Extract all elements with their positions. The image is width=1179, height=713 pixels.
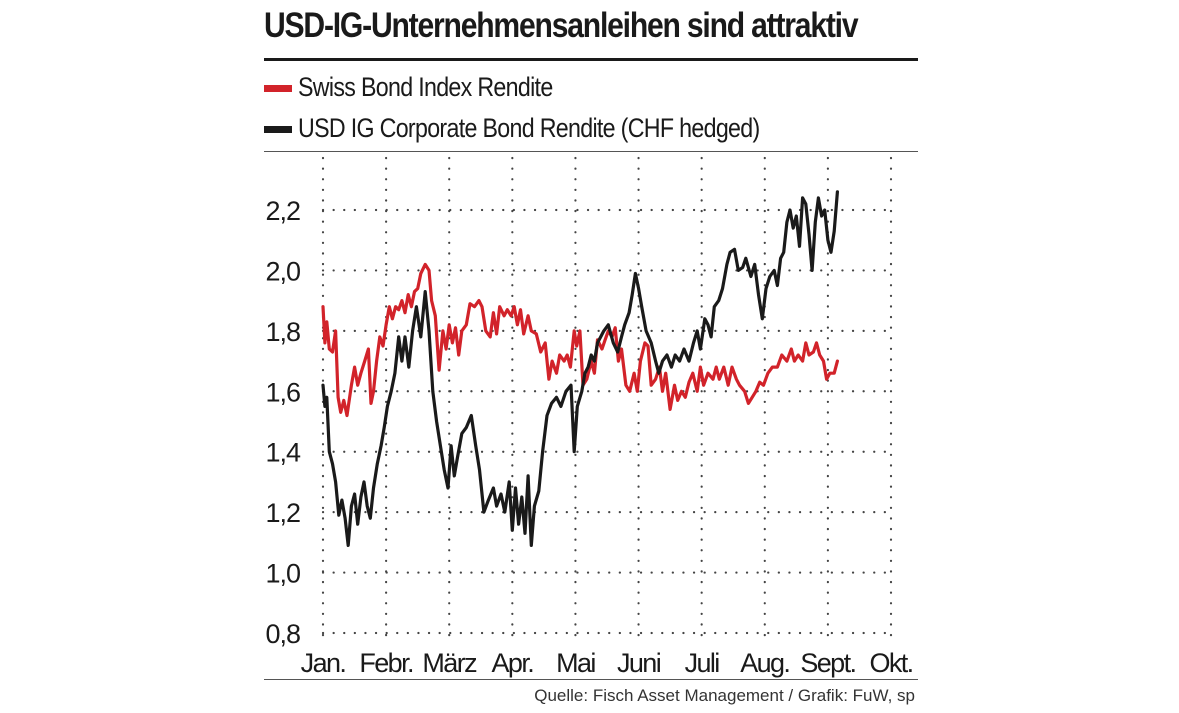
y-tick-label: 1,4 — [265, 438, 301, 468]
y-tick-label: 1,8 — [265, 317, 300, 347]
series-line-usd — [321, 190, 839, 547]
x-tick-label: Apr. — [492, 648, 534, 678]
legend-label-swiss: Swiss Bond Index Rendite — [298, 72, 553, 102]
x-tick-label: Sept. — [800, 648, 855, 678]
source-note: Quelle: Fisch Asset Management / Grafik:… — [534, 686, 915, 705]
y-tick-label: 0,8 — [265, 619, 300, 649]
x-tick-label: Mai — [556, 648, 595, 678]
legend-swatch-usd — [264, 126, 292, 133]
x-tick-label: Okt. — [869, 648, 912, 678]
x-tick-label: Juni — [617, 648, 661, 678]
title-rule — [264, 58, 918, 61]
series-line-swiss — [321, 262, 839, 418]
y-tick-label: 2,0 — [265, 256, 300, 286]
y-tick-label: 2,2 — [265, 196, 300, 226]
x-tick-label: März — [422, 648, 477, 678]
y-tick-label: 1,0 — [265, 559, 300, 589]
y-tick-label: 1,6 — [265, 377, 300, 407]
x-tick-label: Aug. — [740, 648, 789, 678]
legend-label-usd: USD IG Corporate Bond Rendite (CHF hedge… — [298, 113, 760, 143]
footer-rule — [264, 679, 918, 680]
x-tick-label: Juli — [685, 648, 720, 678]
legend-rule — [264, 151, 918, 152]
y-tick-label: 1,2 — [265, 498, 300, 528]
legend-swatch-swiss — [264, 85, 292, 92]
x-tick-label: Jan. — [301, 648, 346, 678]
chart-title: USD-IG-Unternehmensanleihen sind attrakt… — [264, 6, 859, 45]
x-tick-label: Febr. — [359, 648, 413, 678]
